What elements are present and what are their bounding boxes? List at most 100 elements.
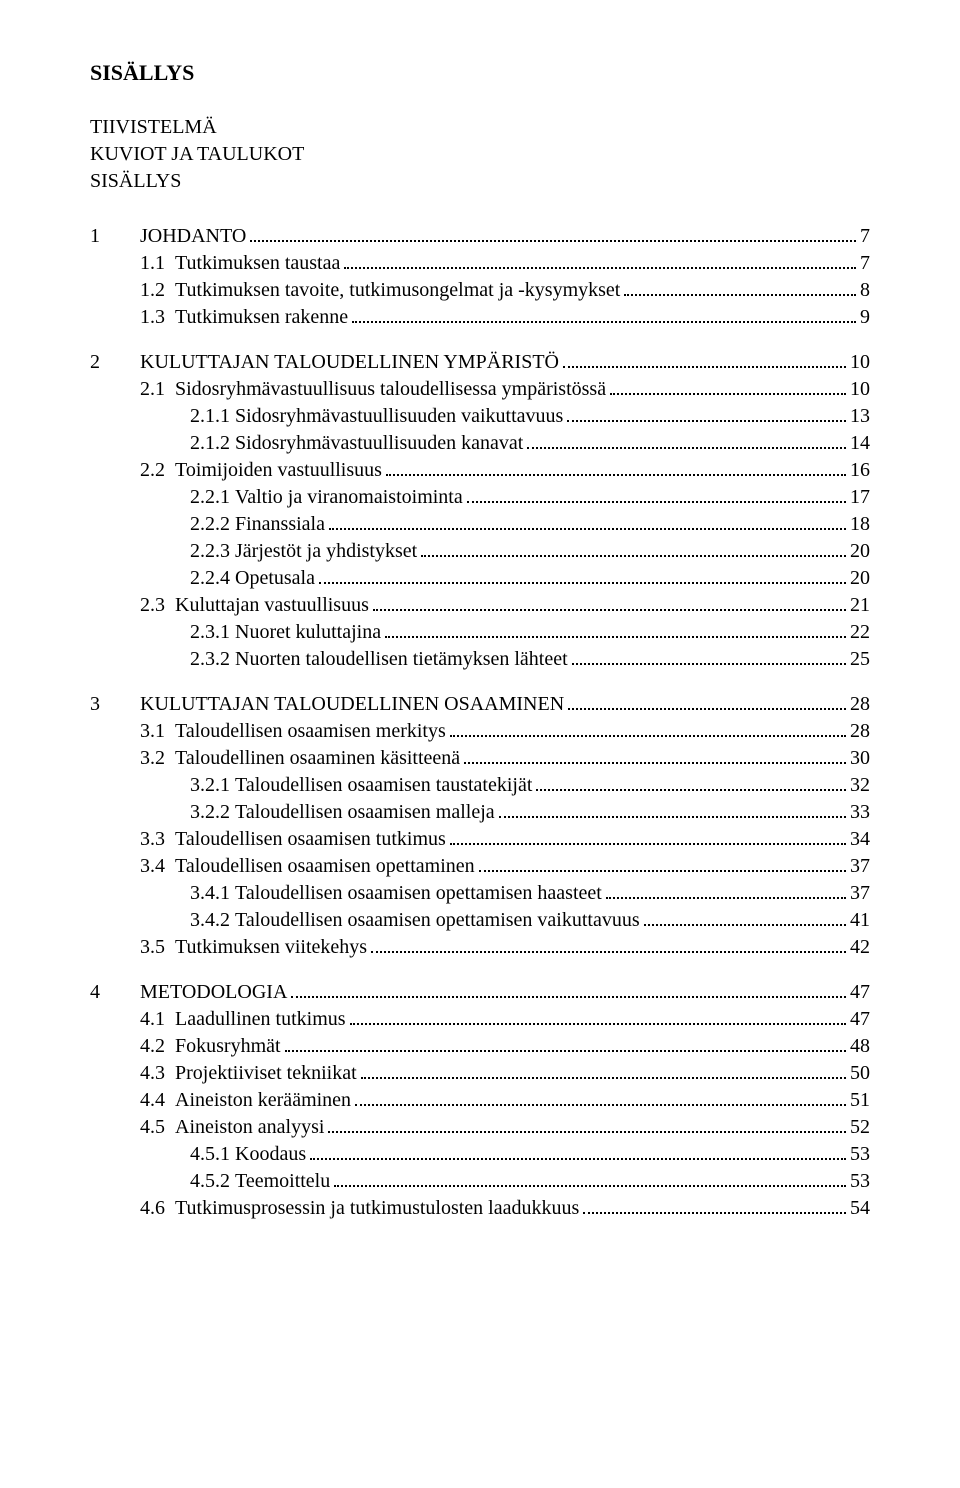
toc-label: 4.5.1 Koodaus: [190, 1141, 306, 1168]
toc-leader-dots: [572, 647, 846, 665]
toc-leader-dots: [610, 377, 846, 395]
toc-label: 3.3 Taloudellisen osaamisen tutkimus: [140, 826, 446, 853]
toc-label: 3.4 Taloudellisen osaamisen opettaminen: [140, 853, 475, 880]
toc-leader-dots: [568, 692, 846, 710]
toc-gap: [90, 673, 870, 691]
front-matter: TIIVISTELMÄKUVIOT JA TAULUKOTSISÄLLYS: [90, 114, 870, 195]
toc-page-number: 20: [850, 565, 870, 592]
toc-label: 4.5 Aineiston analyysi: [140, 1114, 324, 1141]
toc-label: 3.2.1 Taloudellisen osaamisen taustateki…: [190, 772, 532, 799]
toc-label: 3.5 Tutkimuksen viitekehys: [140, 934, 367, 961]
toc-page-number: 28: [850, 691, 870, 718]
toc-label: 1JOHDANTO: [90, 223, 246, 250]
toc-leader-dots: [385, 620, 846, 638]
toc-leader-dots: [536, 773, 846, 791]
toc-entry: 3KULUTTAJAN TALOUDELLINEN OSAAMINEN 28: [90, 691, 870, 718]
toc-entry: 4.5.1 Koodaus 53: [90, 1141, 870, 1168]
toc-label: 3.4.2 Taloudellisen osaamisen opettamise…: [190, 907, 640, 934]
toc-leader-dots: [328, 1115, 846, 1133]
toc-page-number: 30: [850, 745, 870, 772]
toc-page-number: 53: [850, 1168, 870, 1195]
toc-leader-dots: [479, 854, 846, 872]
toc-label: 2.2.3 Järjestöt ja yhdistykset: [190, 538, 417, 565]
toc-entry: 2.1.2 Sidosryhmävastuullisuuden kanavat …: [90, 430, 870, 457]
toc-leader-dots: [373, 593, 846, 611]
toc-leader-dots: [583, 1196, 846, 1214]
toc-page-number: 48: [850, 1033, 870, 1060]
toc-entry: 4METODOLOGIA 47: [90, 979, 870, 1006]
toc-page-number: 17: [850, 484, 870, 511]
toc-label: 2.1 Sidosryhmävastuullisuus taloudellise…: [140, 376, 606, 403]
toc-label: 2.2.1 Valtio ja viranomaistoiminta: [190, 484, 463, 511]
front-matter-line: SISÄLLYS: [90, 168, 870, 195]
toc-leader-dots: [371, 935, 846, 953]
toc-entry: 2.3 Kuluttajan vastuullisuus 21: [90, 592, 870, 619]
toc-label: 3.1 Taloudellisen osaamisen merkitys: [140, 718, 446, 745]
toc-entry: 3.2.2 Taloudellisen osaamisen malleja 33: [90, 799, 870, 826]
toc-label: 3.2 Taloudellinen osaaminen käsitteenä: [140, 745, 460, 772]
toc-page-number: 50: [850, 1060, 870, 1087]
toc-leader-dots: [334, 1169, 846, 1187]
toc-page-number: 34: [850, 826, 870, 853]
toc-label: 2KULUTTAJAN TALOUDELLINEN YMPÄRISTÖ: [90, 349, 559, 376]
toc-entry: 3.4 Taloudellisen osaamisen opettaminen …: [90, 853, 870, 880]
toc-label: 4.1 Laadullinen tutkimus: [140, 1006, 346, 1033]
toc-leader-dots: [421, 539, 846, 557]
toc-entry: 1.1 Tutkimuksen taustaa 7: [90, 250, 870, 277]
toc-page-number: 53: [850, 1141, 870, 1168]
toc-page-number: 13: [850, 403, 870, 430]
toc-page-number: 7: [860, 223, 870, 250]
toc-page-number: 18: [850, 511, 870, 538]
toc-label: 4.3 Projektiiviset tekniikat: [140, 1060, 357, 1087]
toc-page-number: 47: [850, 979, 870, 1006]
toc-entry: 4.6 Tutkimusprosessin ja tutkimustuloste…: [90, 1195, 870, 1222]
toc-entry: 1.3 Tutkimuksen rakenne 9: [90, 304, 870, 331]
toc-entry: 3.5 Tutkimuksen viitekehys 42: [90, 934, 870, 961]
toc-leader-dots: [355, 1088, 846, 1106]
toc-label: 4.5.2 Teemoittelu: [190, 1168, 330, 1195]
front-matter-line: KUVIOT JA TAULUKOT: [90, 141, 870, 168]
toc-label: 3KULUTTAJAN TALOUDELLINEN OSAAMINEN: [90, 691, 564, 718]
toc-label: 1.2 Tutkimuksen tavoite, tutkimusongelma…: [140, 277, 620, 304]
toc-entry: 2.2.3 Järjestöt ja yhdistykset 20: [90, 538, 870, 565]
toc-label: 4METODOLOGIA: [90, 979, 287, 1006]
toc-page-number: 25: [850, 646, 870, 673]
toc-leader-dots: [352, 305, 856, 323]
toc-page-number: 37: [850, 853, 870, 880]
toc-label: 4.4 Aineiston kerääminen: [140, 1087, 351, 1114]
toc-leader-dots: [285, 1034, 846, 1052]
toc-leader-dots: [291, 980, 846, 998]
toc-entry: 2.2.1 Valtio ja viranomaistoiminta 17: [90, 484, 870, 511]
toc-entry: 3.1 Taloudellisen osaamisen merkitys 28: [90, 718, 870, 745]
toc-leader-dots: [344, 251, 856, 269]
toc-entry: 2.3.2 Nuorten taloudellisen tietämyksen …: [90, 646, 870, 673]
toc-leader-dots: [624, 278, 856, 296]
toc-page-number: 9: [860, 304, 870, 331]
toc-label: 2.1.2 Sidosryhmävastuullisuuden kanavat: [190, 430, 523, 457]
toc-label: 2.3.1 Nuoret kuluttajina: [190, 619, 381, 646]
toc-leader-dots: [606, 881, 846, 899]
toc-page-number: 51: [850, 1087, 870, 1114]
toc-entry: 2.1.1 Sidosryhmävastuullisuuden vaikutta…: [90, 403, 870, 430]
front-matter-line: TIIVISTELMÄ: [90, 114, 870, 141]
toc-entry: 3.4.2 Taloudellisen osaamisen opettamise…: [90, 907, 870, 934]
toc-entry: 4.1 Laadullinen tutkimus 47: [90, 1006, 870, 1033]
toc-leader-dots: [350, 1007, 846, 1025]
toc-label: 2.2 Toimijoiden vastuullisuus: [140, 457, 382, 484]
toc-label: 1.1 Tutkimuksen taustaa: [140, 250, 340, 277]
toc-label: 3.2.2 Taloudellisen osaamisen malleja: [190, 799, 495, 826]
toc-leader-dots: [464, 746, 846, 764]
toc-leader-dots: [450, 827, 846, 845]
page-title: SISÄLLYS: [90, 60, 870, 86]
toc-leader-dots: [386, 458, 846, 476]
toc-entry: 4.5.2 Teemoittelu 53: [90, 1168, 870, 1195]
toc-page-number: 20: [850, 538, 870, 565]
toc-entry: 2.2.4 Opetusala 20: [90, 565, 870, 592]
toc-page-number: 54: [850, 1195, 870, 1222]
toc-entry: 4.5 Aineiston analyysi 52: [90, 1114, 870, 1141]
toc-entry: 1.2 Tutkimuksen tavoite, tutkimusongelma…: [90, 277, 870, 304]
toc-gap: [90, 331, 870, 349]
toc-page-number: 16: [850, 457, 870, 484]
toc-entry: 1JOHDANTO 7: [90, 223, 870, 250]
toc-label: 2.2.4 Opetusala: [190, 565, 315, 592]
